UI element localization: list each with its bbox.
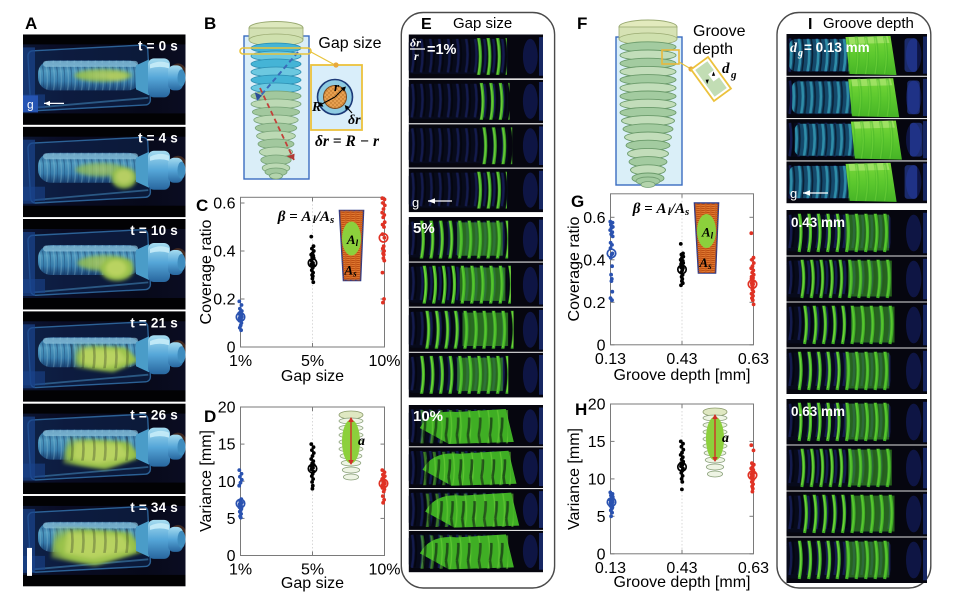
svg-text:0.63 mm: 0.63 mm — [791, 404, 845, 419]
svg-text:0: 0 — [597, 337, 606, 354]
svg-text:5: 5 — [597, 509, 606, 526]
svg-text:5%: 5% — [301, 353, 324, 370]
svg-text:0.43: 0.43 — [666, 351, 697, 368]
svg-text:δr: δr — [410, 36, 421, 50]
svg-text:0.2: 0.2 — [583, 295, 605, 312]
svg-text:0.13: 0.13 — [595, 560, 626, 577]
svg-text:0.4: 0.4 — [213, 244, 235, 261]
svg-text:0: 0 — [227, 548, 236, 565]
svg-text:E: E — [421, 16, 432, 33]
svg-text:=1%: =1% — [427, 42, 457, 58]
svg-text:0.13: 0.13 — [595, 351, 626, 368]
svg-text:R: R — [311, 100, 321, 115]
svg-text:g: g — [797, 48, 803, 59]
svg-text:15: 15 — [218, 437, 236, 454]
svg-text:Gap size: Gap size — [281, 575, 344, 592]
svg-text:0: 0 — [227, 340, 236, 357]
svg-text:Variance [mm]: Variance [mm] — [566, 428, 583, 530]
svg-text:Al: Al — [346, 232, 359, 248]
svg-text:20: 20 — [588, 397, 606, 414]
svg-text:Gap size: Gap size — [453, 15, 512, 32]
svg-text:C: C — [196, 196, 208, 215]
svg-text:0.43 mm: 0.43 mm — [791, 215, 845, 230]
svg-text:t = 10 s: t = 10 s — [130, 223, 178, 238]
svg-text:0.6: 0.6 — [583, 210, 605, 227]
svg-text:10: 10 — [588, 471, 606, 488]
svg-text:g: g — [790, 186, 797, 201]
svg-text:Gap size: Gap size — [281, 368, 344, 385]
svg-text:= 0.13 mm: = 0.13 mm — [804, 40, 870, 55]
svg-text:5%: 5% — [413, 220, 435, 237]
svg-text:5%: 5% — [301, 562, 324, 579]
svg-text:Coverage ratio: Coverage ratio — [566, 216, 583, 321]
svg-text:g: g — [412, 195, 419, 210]
svg-text:β = A l/As: β = A l/As — [277, 209, 335, 226]
svg-text:δr = R − r: δr = R − r — [315, 133, 380, 150]
svg-text:t = 4 s: t = 4 s — [138, 131, 178, 146]
svg-text:t = 21 s: t = 21 s — [130, 315, 178, 330]
svg-text:G: G — [571, 192, 584, 211]
svg-text:t = 34 s: t = 34 s — [130, 500, 178, 515]
svg-text:0.63: 0.63 — [738, 560, 769, 577]
svg-text:10%: 10% — [413, 408, 443, 425]
svg-text:H: H — [575, 400, 587, 419]
svg-text:Variance [mm]: Variance [mm] — [198, 430, 215, 532]
svg-text:a: a — [358, 434, 365, 449]
svg-text:β = A l/As: β = A l/As — [632, 201, 690, 218]
svg-text:Groove depth: Groove depth — [823, 15, 914, 32]
svg-text:g: g — [27, 97, 34, 111]
svg-text:g: g — [730, 69, 737, 81]
svg-text:15: 15 — [588, 434, 606, 451]
svg-text:F: F — [577, 14, 587, 33]
svg-text:10%: 10% — [368, 353, 400, 370]
svg-text:δr: δr — [348, 113, 361, 128]
svg-text:0.43: 0.43 — [666, 560, 697, 577]
svg-text:Groove depth [mm]: Groove depth [mm] — [614, 574, 751, 591]
svg-text:0.4: 0.4 — [583, 252, 605, 269]
svg-text:Coverage ratio: Coverage ratio — [198, 219, 215, 324]
svg-text:t = 0 s: t = 0 s — [138, 38, 178, 53]
svg-text:r: r — [414, 49, 419, 63]
svg-text:a: a — [722, 431, 729, 446]
svg-text:0.6: 0.6 — [213, 196, 235, 213]
svg-text:t = 26 s: t = 26 s — [130, 408, 178, 423]
svg-text:1%: 1% — [229, 353, 252, 370]
svg-text:depth: depth — [693, 41, 733, 58]
svg-text:10: 10 — [218, 474, 236, 491]
svg-text:Gap size: Gap size — [318, 35, 381, 52]
svg-text:0.63: 0.63 — [738, 351, 769, 368]
svg-text:Al: Al — [701, 225, 714, 241]
svg-text:A: A — [25, 14, 37, 33]
svg-text:Groove depth [mm]: Groove depth [mm] — [614, 367, 751, 384]
svg-text:d: d — [722, 61, 730, 77]
svg-text:B: B — [204, 14, 216, 33]
svg-text:5: 5 — [227, 511, 236, 528]
svg-text:Groove: Groove — [693, 23, 746, 40]
svg-text:d: d — [790, 41, 798, 56]
svg-text:I: I — [808, 16, 812, 33]
svg-text:r: r — [334, 79, 340, 94]
svg-text:0.2: 0.2 — [213, 292, 235, 309]
svg-text:D: D — [204, 407, 216, 426]
svg-text:1%: 1% — [229, 562, 252, 579]
svg-text:0: 0 — [597, 546, 606, 563]
svg-text:10%: 10% — [368, 562, 400, 579]
svg-text:20: 20 — [218, 400, 236, 417]
